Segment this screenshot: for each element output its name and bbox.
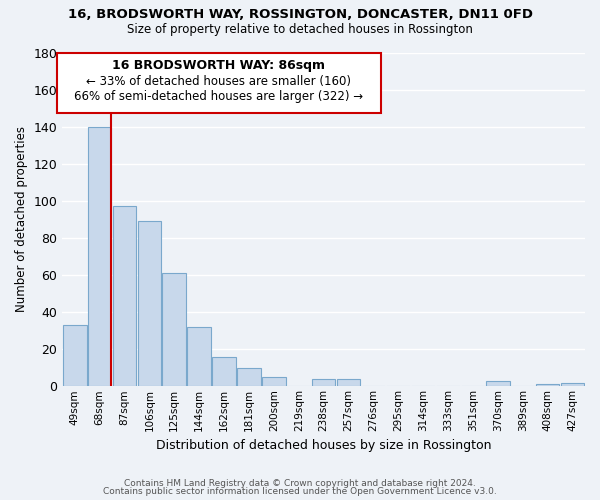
Bar <box>337 379 361 386</box>
Text: Contains HM Land Registry data © Crown copyright and database right 2024.: Contains HM Land Registry data © Crown c… <box>124 478 476 488</box>
Bar <box>262 377 286 386</box>
Text: 16 BRODSWORTH WAY: 86sqm: 16 BRODSWORTH WAY: 86sqm <box>113 59 325 72</box>
Bar <box>187 327 211 386</box>
Bar <box>212 356 236 386</box>
Bar <box>88 126 112 386</box>
Text: 16, BRODSWORTH WAY, ROSSINGTON, DONCASTER, DN11 0FD: 16, BRODSWORTH WAY, ROSSINGTON, DONCASTE… <box>67 8 533 20</box>
Bar <box>561 382 584 386</box>
Bar <box>137 221 161 386</box>
X-axis label: Distribution of detached houses by size in Rossington: Distribution of detached houses by size … <box>156 440 491 452</box>
Bar <box>486 380 510 386</box>
Bar <box>113 206 136 386</box>
Text: Size of property relative to detached houses in Rossington: Size of property relative to detached ho… <box>127 22 473 36</box>
Text: Contains public sector information licensed under the Open Government Licence v3: Contains public sector information licen… <box>103 487 497 496</box>
Bar <box>63 325 86 386</box>
Y-axis label: Number of detached properties: Number of detached properties <box>15 126 28 312</box>
Text: 66% of semi-detached houses are larger (322) →: 66% of semi-detached houses are larger (… <box>74 90 364 103</box>
Bar <box>163 273 186 386</box>
Bar <box>237 368 261 386</box>
Bar <box>312 379 335 386</box>
Text: ← 33% of detached houses are smaller (160): ← 33% of detached houses are smaller (16… <box>86 75 352 88</box>
Bar <box>536 384 559 386</box>
